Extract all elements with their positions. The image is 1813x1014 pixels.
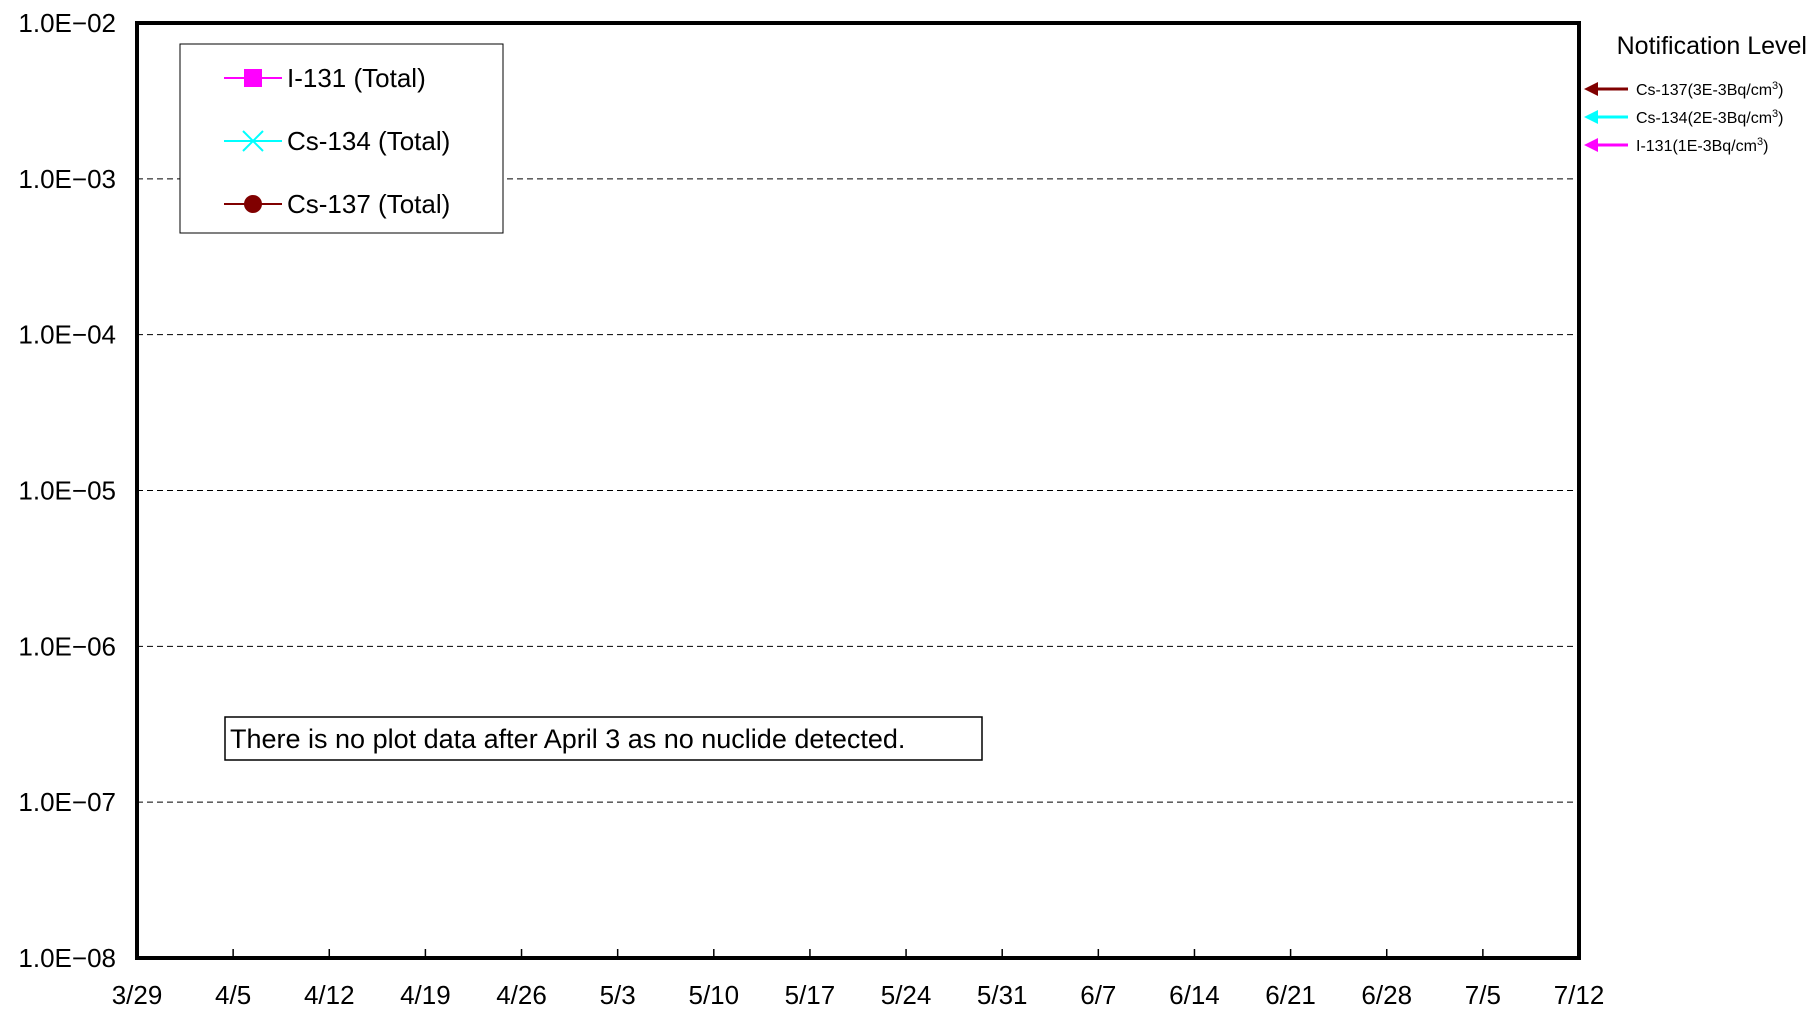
x-tick-label: 5/24	[881, 980, 932, 1009]
square-marker-icon	[244, 69, 262, 87]
notification-close-paren: )	[1763, 138, 1768, 155]
legend-label: Cs-137 (Total)	[287, 189, 450, 219]
x-tick-label: 5/3	[600, 980, 636, 1009]
notification-superscript: 3	[1757, 136, 1763, 148]
annotation-text: There is no plot data after April 3 as n…	[230, 724, 905, 754]
circle-marker-icon	[244, 195, 262, 213]
notification-level-label: Cs-137(3E-3Bq/cm3)	[1636, 80, 1784, 99]
notification-level-item: Cs-137(3E-3Bq/cm3)	[1584, 80, 1784, 99]
notification-nuclide: Cs-134	[1636, 110, 1688, 127]
x-tick-label: 5/31	[977, 980, 1028, 1009]
plot-area-frame	[135, 21, 1581, 960]
x-tick-label: 4/5	[215, 980, 251, 1009]
x-marker-icon	[242, 130, 264, 152]
left-arrow-icon	[1584, 138, 1628, 152]
x-tick-label: 6/28	[1361, 980, 1412, 1009]
legend-item: Cs-134 (Total)	[224, 126, 450, 156]
notification-open-paren: (	[1688, 82, 1694, 99]
x-tick-label: 7/5	[1465, 980, 1501, 1009]
x-tick-label: 4/19	[400, 980, 451, 1009]
left-arrow-icon	[1584, 110, 1628, 124]
notification-value: 1E-3Bq/cm	[1678, 138, 1757, 155]
notification-level: Notification Level Cs-137(3E-3Bq/cm3)Cs-…	[1584, 32, 1807, 155]
legend-box	[179, 43, 504, 234]
x-tick-label: 4/26	[496, 980, 547, 1009]
annotation-box	[224, 716, 983, 761]
y-tick-label: 1.0E−08	[18, 943, 116, 973]
notification-value: 3E-3Bq/cm	[1693, 82, 1772, 99]
y-tick-label: 1.0E−07	[18, 787, 116, 817]
legend-item: Cs-137 (Total)	[224, 189, 450, 219]
legend-label: I-131 (Total)	[287, 63, 426, 93]
notification-open-paren: (	[1688, 110, 1694, 127]
y-tick-label: 1.0E−02	[18, 8, 116, 38]
y-tick-label: 1.0E−04	[18, 320, 116, 350]
x-tick-label: 5/10	[688, 980, 739, 1009]
notification-level-label: Cs-134(2E-3Bq/cm3)	[1636, 108, 1784, 127]
x-tick-label: 4/12	[304, 980, 355, 1009]
y-tick-label: 1.0E−05	[18, 476, 116, 506]
x-tick-label: 6/7	[1080, 980, 1116, 1009]
notification-close-paren: )	[1778, 82, 1783, 99]
notification-level-label: I-131(1E-3Bq/cm3)	[1636, 136, 1768, 155]
notification-nuclide: I-131	[1636, 138, 1673, 155]
notification-level-title: Notification Level	[1617, 32, 1807, 60]
x-tick-label: 5/17	[785, 980, 836, 1009]
notification-level-item: Cs-134(2E-3Bq/cm3)	[1584, 108, 1784, 127]
x-tick-label: 7/12	[1554, 980, 1605, 1009]
y-tick-label: 1.0E−06	[18, 631, 116, 661]
left-arrow-icon	[1584, 82, 1628, 96]
x-tick-label: 6/14	[1169, 980, 1220, 1009]
x-tick-label: 6/21	[1265, 980, 1316, 1009]
notification-value: 2E-3Bq/cm	[1693, 110, 1772, 127]
notification-superscript: 3	[1772, 108, 1778, 120]
legend-item: I-131 (Total)	[224, 63, 426, 93]
notification-close-paren: )	[1778, 110, 1783, 127]
notification-nuclide: Cs-137	[1636, 82, 1688, 99]
notification-open-paren: (	[1672, 138, 1678, 155]
notification-level-item: I-131(1E-3Bq/cm3)	[1584, 136, 1768, 155]
annotation: There is no plot data after April 3 as n…	[224, 716, 983, 761]
legend: I-131 (Total) Cs-134 (Total) Cs-137 (Total…	[179, 43, 504, 234]
y-tick-label: 1.0E−03	[18, 164, 116, 194]
notification-superscript: 3	[1772, 80, 1778, 92]
legend-label: Cs-134 (Total)	[287, 126, 450, 156]
x-tick-label: 3/29	[112, 980, 163, 1009]
